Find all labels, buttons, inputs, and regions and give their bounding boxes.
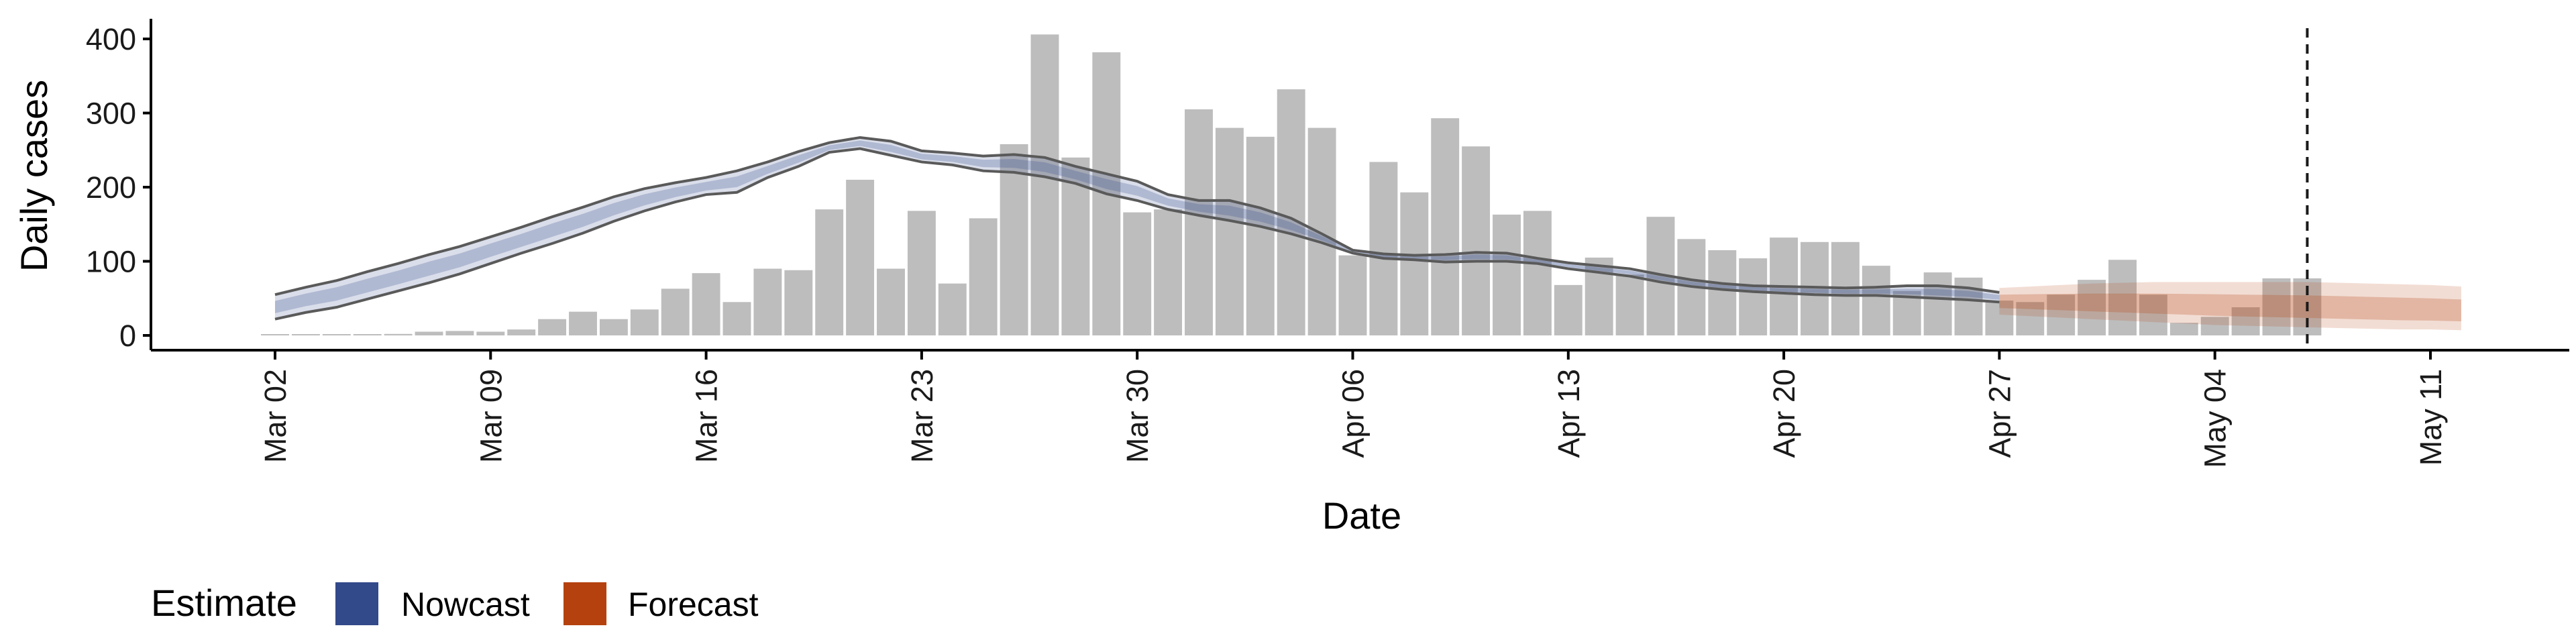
bar: [538, 319, 567, 335]
y-axis-title: Daily cases: [13, 80, 55, 272]
bar: [507, 329, 536, 335]
bar: [384, 333, 413, 335]
legend: Estimate Nowcast Forecast: [151, 582, 759, 625]
bar: [2047, 294, 2076, 335]
x-tick-label: May 04: [2198, 369, 2233, 468]
bar: [846, 179, 875, 335]
bar: [815, 209, 844, 335]
bar: [1154, 209, 1183, 335]
bar: [599, 319, 628, 335]
x-tick-label: Mar 02: [258, 369, 292, 463]
bar: [476, 331, 505, 335]
estimate-lines: [274, 136, 2000, 321]
bar: [1030, 34, 1059, 336]
bar: [722, 302, 751, 335]
bar: [1523, 211, 1552, 335]
bar: [1000, 144, 1028, 335]
forecast-outer-band: [1999, 282, 2461, 331]
bar: [445, 331, 474, 335]
bar: [291, 334, 320, 335]
legend-key-nowcast: [335, 582, 378, 625]
x-tick-label: Mar 09: [474, 369, 508, 463]
bar: [1554, 284, 1582, 335]
bar: [1277, 89, 1305, 335]
x-tick-label: May 11: [2414, 369, 2448, 466]
bar: [1493, 214, 1521, 335]
bar: [1123, 212, 1152, 335]
bar: [1923, 272, 1952, 335]
x-axis-title: Date: [1322, 494, 1401, 537]
bar: [1708, 250, 1737, 335]
y-axis-ticks: 0 100 200 300 400: [86, 22, 151, 353]
bar: [322, 334, 351, 335]
bar: [1462, 146, 1491, 335]
y-tick-label: 100: [86, 245, 136, 279]
bar: [1215, 127, 1244, 335]
x-tick-label: Apr 27: [1982, 369, 2017, 458]
bar: [969, 218, 998, 335]
bar: [2169, 323, 2198, 335]
y-tick-label: 0: [119, 319, 136, 353]
bar-series: [261, 34, 2322, 336]
bar: [753, 268, 782, 335]
bar: [2108, 260, 2137, 335]
legend-label-forecast: Forecast: [628, 586, 759, 623]
bar: [1400, 192, 1429, 335]
bar: [261, 334, 289, 335]
bar: [1369, 162, 1398, 335]
bar: [2231, 307, 2260, 335]
y-tick-label: 200: [86, 170, 136, 205]
bar: [2200, 317, 2229, 335]
x-tick-label: Mar 30: [1120, 369, 1155, 463]
legend-label-nowcast: Nowcast: [401, 586, 530, 623]
nowcast-lower-line: [274, 147, 2000, 321]
bar: [1739, 258, 1768, 335]
bar: [2078, 280, 2106, 335]
x-axis-ticks: Mar 02 Mar 09 Mar 16 Mar 23 Mar 30 Apr 06 Apr …: [258, 350, 2448, 468]
bar: [1862, 266, 1890, 335]
bar: [1985, 301, 2014, 335]
bar: [1338, 255, 1367, 335]
x-tick-label: Apr 20: [1767, 369, 1801, 458]
bar: [877, 268, 905, 335]
bar: [692, 273, 720, 335]
bar: [1615, 274, 1644, 335]
bar: [415, 331, 443, 335]
bar: [2016, 302, 2045, 335]
x-tick-label: Apr 06: [1336, 369, 1371, 458]
x-tick-label: Mar 16: [690, 369, 724, 463]
bar: [569, 311, 597, 335]
x-tick-label: Mar 23: [905, 369, 939, 463]
bar: [630, 309, 659, 335]
nowcast-upper-line: [274, 136, 2000, 297]
nowcast-inner-band: [275, 140, 2000, 313]
legend-title: Estimate: [151, 582, 297, 624]
forecast-inner-band: [1999, 293, 2461, 322]
bar: [661, 288, 690, 335]
bar: [784, 270, 813, 335]
bar: [353, 334, 382, 335]
estimate-bands: [275, 137, 2461, 331]
bar: [907, 211, 936, 335]
bar: [1185, 109, 1213, 335]
bar: [938, 283, 967, 335]
bar: [1431, 118, 1460, 336]
x-tick-label: Apr 13: [1552, 369, 1586, 458]
y-tick-label: 400: [86, 22, 136, 56]
y-tick-label: 300: [86, 97, 136, 131]
legend-key-forecast: [564, 582, 606, 625]
bar: [2139, 294, 2167, 335]
bar: [1246, 136, 1275, 336]
nowcast-outer-band: [275, 137, 2000, 319]
bar: [1307, 127, 1336, 335]
bar: [2262, 278, 2291, 335]
